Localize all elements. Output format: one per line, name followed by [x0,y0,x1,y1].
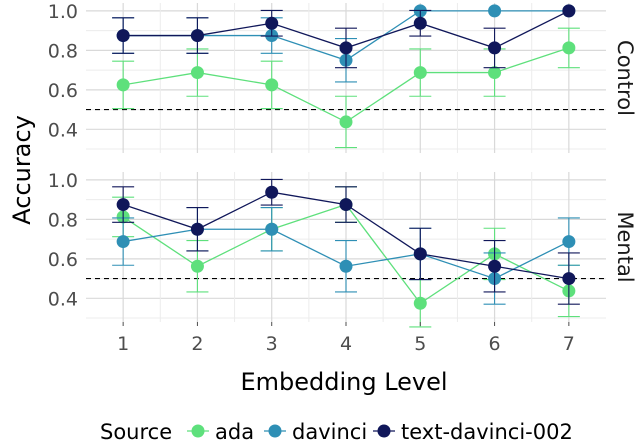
data-point [413,16,427,30]
series-text-davinci-002 [112,178,580,305]
facet-label-mental: Mental [613,211,635,282]
data-point [562,4,576,18]
y-tick-label: 1.0 [48,170,78,192]
legend-entry-davinci: davinci [264,420,367,444]
data-point [339,115,353,129]
x-axis-title: Embedding Level [240,368,447,396]
data-point [488,66,502,80]
y-tick-label: 0.6 [48,249,78,271]
x-tick-label: 7 [563,333,575,355]
x-axis: 1 2 3 4 5 6 7 [117,322,575,355]
legend: ada davinci text-davinci-002 [187,420,573,444]
data-point [190,66,204,80]
y-tick-label: 0.8 [48,209,78,231]
legend-key-point [377,424,391,438]
legend-entry-ada: ada [187,420,254,444]
data-point [190,259,204,273]
legend-key-point [191,424,205,438]
data-point [562,235,576,249]
data-point [116,78,130,92]
panel-control: 0.4 0.6 0.8 1.0 Control [48,1,635,153]
legend-entry-label: davinci [292,420,367,444]
y-tick-label: 0.4 [48,288,78,310]
data-point [116,235,130,249]
x-tick-label: 4 [340,333,352,355]
data-point [265,222,279,236]
data-point [488,259,502,273]
x-tick-label: 5 [414,333,426,355]
y-axis-title: Accuracy [8,115,36,225]
data-point [190,222,204,236]
data-point [413,296,427,310]
data-point [265,185,279,199]
facet-label-control: Control [613,40,635,116]
data-point [562,272,576,286]
legend-entry-label: ada [215,420,254,444]
data-point [339,41,353,55]
data-point [190,29,204,43]
series-ada [112,27,580,149]
data-point [116,198,130,212]
y-tick-label: 0.6 [48,80,78,102]
y-tick-label: 1.0 [48,1,78,23]
legend-entry-label: text-davinci-002 [401,420,573,444]
data-point [339,259,353,273]
data-point [339,198,353,212]
x-tick-label: 2 [191,333,203,355]
legend-title: Source [100,420,172,444]
panel-mental: 0.4 0.6 0.8 1.0 Mental [48,170,635,328]
x-tick-label: 6 [489,333,501,355]
y-tick-label: 0.4 [48,119,78,141]
data-point [413,247,427,261]
series-text-davinci-002 [112,4,576,69]
data-point [562,41,576,55]
data-point [488,4,502,18]
data-point [488,41,502,55]
data-point [265,16,279,30]
legend-entry-text-davinci-002: text-davinci-002 [373,420,573,444]
data-point [265,78,279,92]
legend-key-point [268,424,282,438]
data-point [116,29,130,43]
y-tick-label: 0.8 [48,40,78,62]
x-tick-label: 3 [266,333,278,355]
x-tick-label: 1 [117,333,129,355]
data-point [413,66,427,80]
